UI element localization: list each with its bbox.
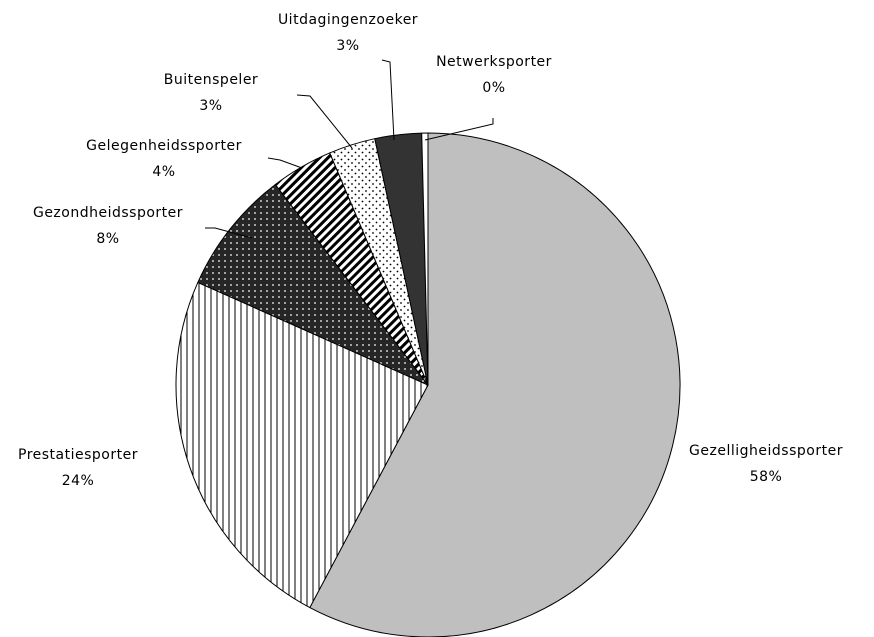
value-label: 24% bbox=[62, 473, 95, 489]
value-label: 3% bbox=[199, 98, 222, 114]
value-label: 4% bbox=[152, 164, 175, 180]
pie-slice bbox=[197, 183, 429, 386]
category-label: Buitenspeler bbox=[164, 72, 258, 88]
value-label: 8% bbox=[96, 231, 119, 247]
value-label: 3% bbox=[336, 38, 359, 54]
category-label: Prestatiesporter bbox=[18, 447, 138, 463]
value-label: 0% bbox=[482, 80, 505, 96]
leader-line bbox=[267, 157, 303, 169]
value-label: 58% bbox=[750, 469, 783, 485]
pie-slice bbox=[175, 281, 429, 609]
category-label: Gezondheidssporter bbox=[33, 205, 183, 221]
category-label: Gezelligheidssporter bbox=[689, 443, 843, 459]
pie-slice bbox=[421, 132, 429, 386]
leader-line bbox=[424, 118, 494, 141]
category-label: Netwerksporter bbox=[436, 54, 552, 70]
leader-line bbox=[381, 59, 395, 141]
category-label: Gelegenheidssporter bbox=[86, 138, 242, 154]
leader-line bbox=[296, 94, 353, 149]
leader-line bbox=[205, 227, 253, 239]
category-label: Uitdagingenzoeker bbox=[278, 12, 418, 28]
